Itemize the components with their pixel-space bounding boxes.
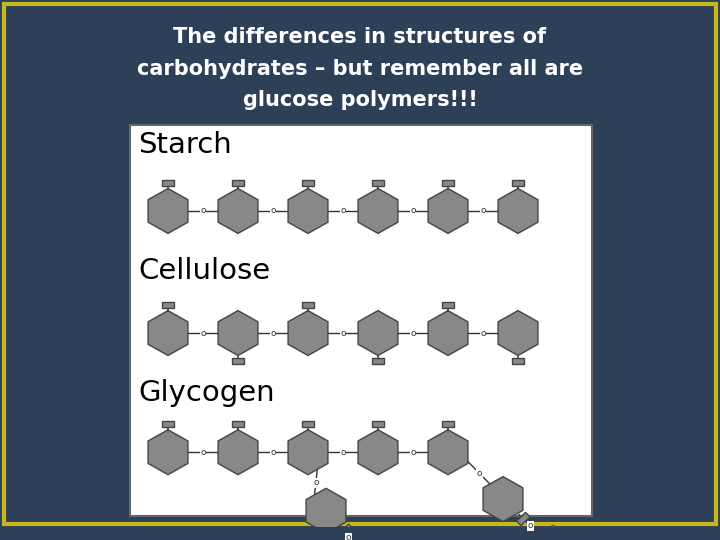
Text: o: o — [346, 533, 351, 540]
Text: o: o — [341, 328, 346, 338]
Text: o: o — [270, 328, 276, 338]
Text: glucose polymers!!!: glucose polymers!!! — [243, 90, 477, 110]
Polygon shape — [218, 188, 258, 233]
Bar — [372, 180, 384, 186]
Text: The differences in structures of: The differences in structures of — [174, 28, 546, 48]
Polygon shape — [358, 310, 398, 355]
Polygon shape — [148, 310, 188, 355]
FancyBboxPatch shape — [4, 4, 716, 523]
Text: o: o — [480, 206, 486, 215]
Polygon shape — [498, 310, 538, 355]
Text: Cellulose: Cellulose — [138, 257, 270, 285]
Polygon shape — [483, 477, 523, 522]
Text: o: o — [410, 448, 415, 457]
Bar — [512, 358, 524, 365]
Text: o: o — [341, 206, 346, 215]
Polygon shape — [428, 310, 468, 355]
Polygon shape — [218, 310, 258, 355]
Bar — [162, 302, 174, 308]
Polygon shape — [148, 188, 188, 233]
Bar — [441, 302, 454, 308]
Polygon shape — [340, 524, 353, 537]
Text: o: o — [200, 206, 206, 215]
Bar — [232, 358, 244, 365]
Bar — [162, 180, 174, 186]
Bar — [302, 302, 315, 308]
Text: o: o — [270, 448, 276, 457]
Bar — [232, 180, 244, 186]
Bar — [441, 180, 454, 186]
Bar — [372, 358, 384, 365]
Text: Glycogen: Glycogen — [138, 379, 274, 407]
Polygon shape — [533, 525, 573, 540]
Text: o: o — [528, 521, 533, 530]
Text: o: o — [410, 206, 415, 215]
Bar — [302, 421, 315, 427]
FancyBboxPatch shape — [130, 125, 592, 516]
Text: o: o — [477, 469, 482, 478]
Polygon shape — [498, 188, 538, 233]
Bar — [372, 421, 384, 427]
Text: o: o — [341, 448, 346, 457]
Bar — [232, 421, 244, 427]
Text: o: o — [410, 328, 415, 338]
Text: o: o — [270, 206, 276, 215]
Polygon shape — [358, 188, 398, 233]
Bar — [302, 180, 315, 186]
Polygon shape — [428, 188, 468, 233]
Polygon shape — [428, 430, 468, 475]
Bar — [441, 421, 454, 427]
Polygon shape — [218, 430, 258, 475]
Bar — [162, 421, 174, 427]
Text: o: o — [200, 448, 206, 457]
Polygon shape — [288, 310, 328, 355]
Text: o: o — [480, 328, 486, 338]
Polygon shape — [288, 430, 328, 475]
Text: o: o — [200, 328, 206, 338]
Polygon shape — [517, 512, 530, 525]
Bar — [512, 180, 524, 186]
Polygon shape — [148, 430, 188, 475]
Text: carbohydrates – but remember all are: carbohydrates – but remember all are — [137, 59, 583, 79]
Polygon shape — [288, 188, 328, 233]
Polygon shape — [358, 430, 398, 475]
Text: o: o — [313, 478, 319, 487]
Text: Starch: Starch — [138, 131, 232, 159]
Polygon shape — [306, 488, 346, 534]
